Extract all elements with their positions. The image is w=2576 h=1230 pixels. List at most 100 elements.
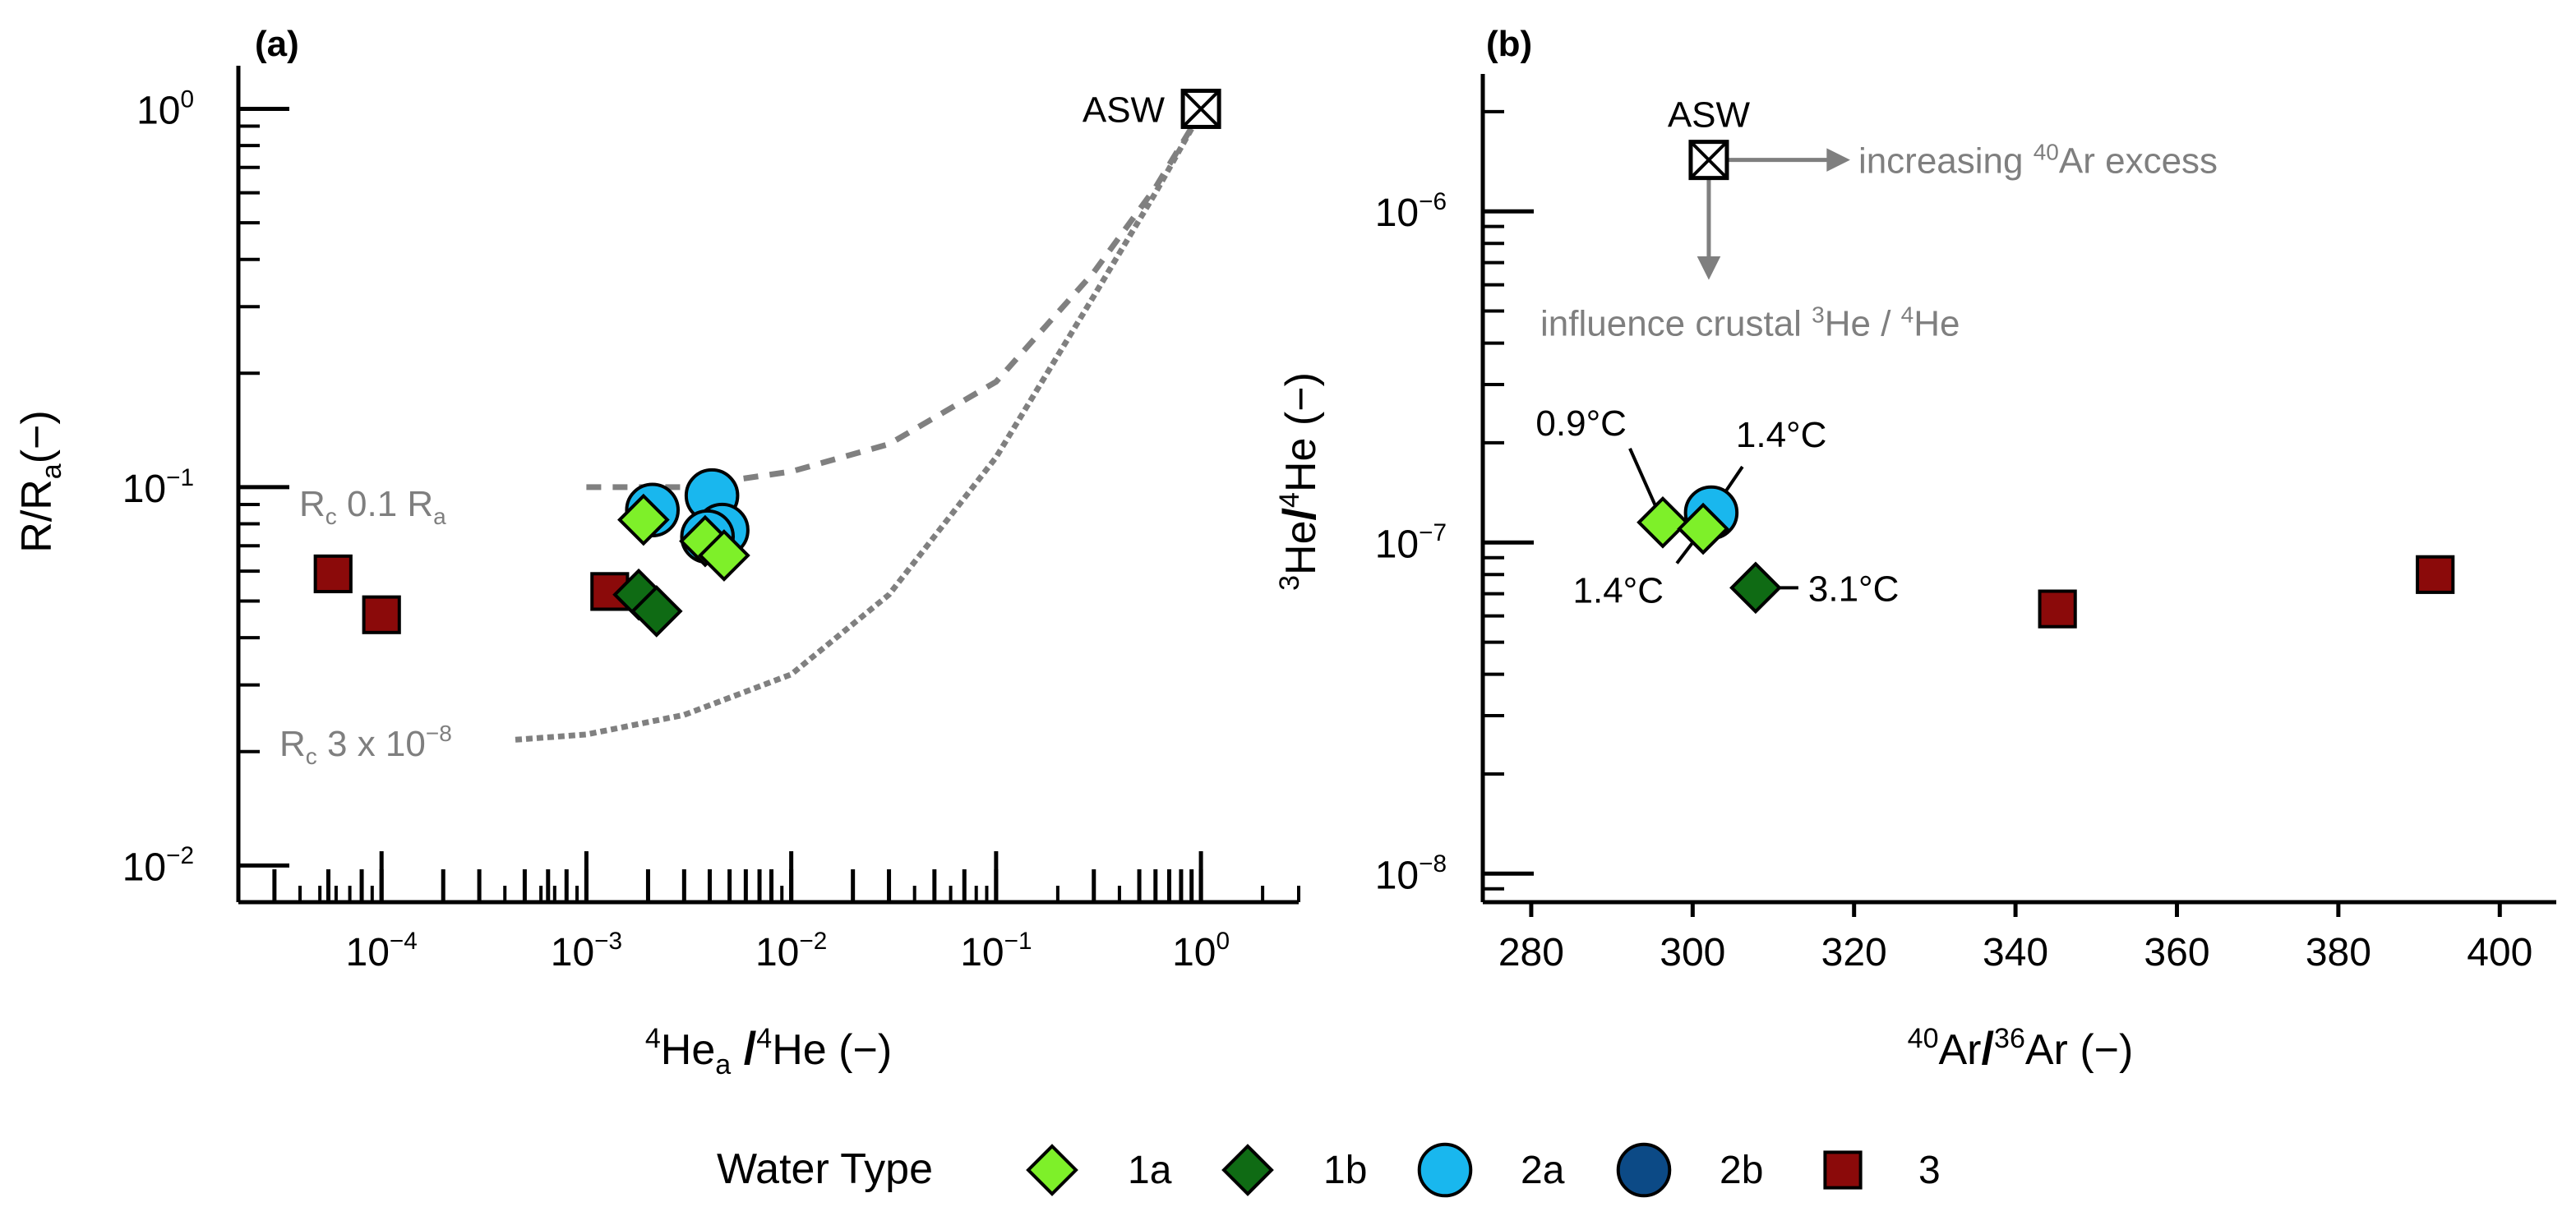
- b-xlabel-main: Ar: [1938, 1026, 1981, 1074]
- legend-marker-3: [1823, 1150, 1863, 1190]
- b-ylabel-sup2: 4: [1274, 492, 1305, 508]
- b-x-tick-label-0: 280: [1498, 931, 1564, 974]
- legend-item-2b: 2b: [1616, 1142, 1763, 1198]
- b-x-tick-label-1: 300: [1660, 931, 1725, 974]
- b-y-tick-label-1: 10−7: [1375, 519, 1447, 566]
- legend-marker-1b: [1221, 1144, 1274, 1196]
- panel-a-title: (a): [255, 24, 299, 64]
- b-ar-pre: increasing: [1858, 141, 2034, 182]
- a-point-3-1: [362, 595, 401, 634]
- b-arrow-right-label: increasing 40Ar excess: [1858, 140, 2218, 182]
- b-ad-sup2: 4: [1901, 302, 1914, 328]
- b-x-axis-label: 40Ar/36Ar (−): [1908, 1022, 2134, 1074]
- b-temp-label-0: 0.9°C: [1535, 403, 1627, 444]
- b-asw-marker-diag2: [1689, 141, 1729, 180]
- b-xlabel-sup1: 40: [1908, 1023, 1939, 1054]
- b-temp-label-3: 3.1°C: [1808, 569, 1900, 609]
- a-y-tick-label-0-base: 10: [122, 845, 166, 889]
- a-x-tick-label-1-exp: −3: [594, 928, 622, 955]
- a-y-tick-label-2: 100: [136, 85, 194, 132]
- a-ylabel-rest: (−): [13, 410, 61, 463]
- b-ar-sup: 40: [2034, 140, 2059, 165]
- a-point-1b-1: [630, 585, 683, 638]
- a-x-tick-label-1: 10−3: [551, 928, 622, 974]
- a-curve-label-2: Rc 3 x 10−8: [279, 721, 452, 769]
- a-x-tick-label-1-base: 10: [551, 931, 594, 974]
- b-xlabel-rest: Ar (−): [2025, 1026, 2133, 1074]
- a-x-tick-label-0-exp: −4: [390, 928, 418, 955]
- a-y-tick-label-1-base: 10: [122, 468, 166, 511]
- legend: Water Type 1a 1b 2a 2b 3: [717, 1142, 1941, 1198]
- a-c2-sup: −8: [426, 721, 452, 746]
- a-y-tick-label-0: 10−2: [122, 842, 194, 889]
- a-asw-marker-diag2: [1181, 90, 1221, 128]
- a-x-tick-label-0: 10−4: [346, 928, 418, 974]
- b-ylabel-rest: He (−): [1277, 372, 1325, 492]
- a-y-tick-label-2-base: 10: [136, 89, 180, 132]
- b-ad-mid: He /: [1825, 304, 1901, 344]
- legend-marker-2b: [1616, 1142, 1672, 1198]
- b-y-tick-label-1-exp: −7: [1419, 519, 1447, 546]
- b-ylabel-sup1: 3: [1274, 575, 1305, 591]
- b-ad-post: He: [1914, 304, 1960, 344]
- a-xlabel-sup2: 4: [756, 1023, 772, 1054]
- b-y-tick-label-2: 10−6: [1375, 188, 1447, 235]
- b-asw-label: ASW: [1668, 95, 1751, 136]
- legend-marker-2a: [1417, 1142, 1473, 1198]
- a-x-tick-label-3: 10−1: [960, 928, 1032, 974]
- b-ar-post: Ar excess: [2059, 141, 2218, 182]
- b-point-1a-0: [1637, 495, 1689, 549]
- a-xlabel-sep: /: [731, 1022, 757, 1074]
- a-x-tick-label-2-exp: −2: [799, 928, 827, 955]
- b-asw-marker: [1688, 140, 1729, 181]
- a-xlabel-sup1: 4: [645, 1023, 661, 1054]
- legend-label-3: 3: [1918, 1149, 1941, 1192]
- a-y-axis-label: R/Ra(−): [13, 410, 67, 552]
- b-x-tick-label-3: 340: [1983, 931, 2048, 974]
- b-arrow-down-head: [1697, 256, 1721, 280]
- a-x-tick-label-0-base: 10: [346, 931, 390, 974]
- b-ylabel-main: He: [1277, 521, 1325, 575]
- a-x-axis-label: 4Hea /4He (−): [645, 1022, 892, 1080]
- a-y-tick-label-0-exp: −2: [166, 842, 194, 869]
- legend-label-2b: 2b: [1720, 1149, 1763, 1192]
- b-point-1a-1: [1677, 502, 1729, 555]
- panel-b-title: (b): [1486, 24, 1532, 64]
- legend-item-1b: 1b: [1221, 1144, 1367, 1196]
- a-c1-pre: R: [299, 484, 325, 524]
- b-point-3-0: [2038, 589, 2077, 629]
- b-x-tick-label-5: 380: [2306, 931, 2371, 974]
- b-arrow-down-label: influence crustal 3He / 4He: [1540, 302, 1960, 344]
- a-xlabel-rest: He (−): [772, 1026, 892, 1074]
- a-c2-sub: c: [306, 744, 317, 769]
- a-x-tick-label-2-base: 10: [755, 931, 799, 974]
- b-y-tick-label-0-exp: −8: [1419, 850, 1447, 878]
- legend-item-3: 3: [1823, 1149, 1941, 1192]
- legend-item-1a: 1a: [1026, 1144, 1172, 1196]
- a-ylabel-main: R/R: [13, 479, 61, 553]
- a-y-tick-label-1-exp: −1: [166, 464, 194, 491]
- legend-label-1b: 1b: [1323, 1149, 1367, 1192]
- a-c1-sub2: a: [433, 504, 446, 529]
- b-ad-sup1: 3: [1812, 302, 1825, 328]
- b-y-tick-label-2-exp: −6: [1419, 188, 1447, 215]
- a-c1-post: 0.1 R: [337, 484, 433, 524]
- legend-label-1a: 1a: [1128, 1149, 1172, 1192]
- b-x-tick-label-2: 320: [1821, 931, 1887, 974]
- b-y-tick-label-2-base: 10: [1375, 191, 1419, 235]
- a-ylabel-sub: a: [36, 463, 67, 479]
- a-xlabel-main: He: [661, 1026, 715, 1074]
- a-x-tick-label-4-base: 10: [1172, 931, 1216, 974]
- b-xlabel-sep: /: [1981, 1022, 1994, 1074]
- b-y-tick-label-1-base: 10: [1375, 523, 1419, 566]
- b-x-tick-label-6: 400: [2467, 931, 2532, 974]
- a-curve-label-1: Rc 0.1 Ra: [299, 484, 446, 529]
- a-point-1a-0: [617, 493, 670, 546]
- a-x-tick-label-3-exp: −1: [1004, 928, 1032, 955]
- b-ylabel-sep: /: [1273, 508, 1325, 521]
- b-arrow-right-head: [1826, 148, 1850, 172]
- b-point-1b-0: [1729, 561, 1782, 615]
- a-curve-0: [586, 110, 1204, 491]
